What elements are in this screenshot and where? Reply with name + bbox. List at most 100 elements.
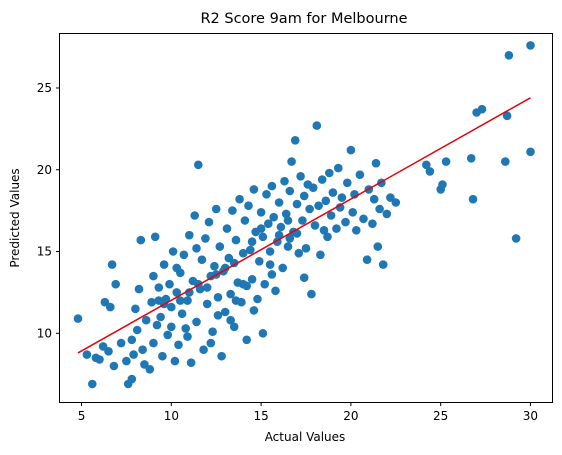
data-point — [281, 209, 291, 219]
data-point — [312, 121, 322, 130]
data-point — [253, 294, 262, 304]
data-point — [244, 201, 253, 210]
data-point — [285, 234, 295, 243]
data-point — [170, 356, 180, 366]
data-point — [287, 157, 296, 166]
y-axis-label: Predicted Values — [8, 168, 22, 267]
data-point — [186, 358, 196, 368]
data-point — [334, 163, 343, 173]
data-point — [167, 322, 176, 332]
data-point — [141, 315, 151, 325]
data-point — [264, 219, 273, 228]
data-point — [106, 302, 115, 312]
plot-frame — [59, 33, 553, 403]
data-point — [199, 345, 208, 355]
data-point — [129, 350, 138, 359]
data-point — [299, 191, 309, 201]
data-point — [254, 257, 264, 266]
data-point — [165, 279, 174, 289]
data-point — [192, 317, 201, 327]
data-point — [422, 160, 431, 170]
data-point — [197, 255, 207, 264]
data-point — [149, 338, 158, 348]
data-point — [468, 194, 478, 204]
data-point — [267, 181, 277, 191]
data-point — [305, 204, 314, 214]
data-point — [262, 190, 271, 199]
data-point — [296, 172, 305, 181]
data-point — [265, 260, 275, 269]
data-point — [375, 204, 384, 214]
data-point — [208, 327, 217, 337]
data-point — [249, 306, 259, 315]
data-point — [217, 351, 226, 361]
data-point — [211, 204, 221, 214]
data-point — [352, 226, 361, 235]
data-point — [425, 167, 435, 176]
data-point — [247, 237, 257, 246]
data-point — [267, 270, 277, 279]
data-point — [373, 242, 383, 251]
data-point — [190, 211, 199, 220]
data-point — [206, 338, 216, 348]
data-point — [131, 304, 140, 314]
data-point — [359, 214, 368, 224]
data-point — [258, 329, 268, 338]
data-point — [228, 206, 237, 215]
data-point — [238, 248, 248, 258]
data-point — [147, 297, 156, 307]
data-point — [185, 288, 194, 297]
y-tick-label: 15 — [37, 245, 52, 259]
data-point — [183, 332, 192, 341]
y-tick-label: 20 — [37, 163, 52, 177]
data-point — [158, 351, 167, 361]
data-point — [181, 324, 190, 333]
data-point — [308, 183, 318, 192]
data-point — [109, 361, 119, 371]
data-point — [290, 136, 300, 145]
y-tick-label: 10 — [37, 326, 52, 340]
data-point — [466, 154, 476, 163]
data-point — [174, 340, 183, 350]
data-point — [246, 245, 255, 255]
data-point — [355, 170, 365, 179]
chart-title: R2 Score 9am for Melbourne — [200, 11, 407, 27]
data-point — [292, 199, 302, 209]
data-point — [213, 311, 223, 320]
data-point — [152, 320, 162, 330]
data-point — [274, 198, 284, 207]
data-point — [328, 188, 338, 197]
data-point — [183, 296, 192, 305]
data-point — [299, 273, 309, 283]
data-point — [256, 224, 266, 233]
data-point — [301, 244, 311, 253]
points-layer — [73, 41, 535, 389]
data-point — [278, 263, 288, 273]
data-point — [274, 230, 284, 240]
data-point — [526, 147, 535, 157]
data-point — [337, 193, 347, 202]
data-point — [526, 41, 535, 50]
data-point — [226, 289, 235, 299]
data-point — [215, 242, 225, 251]
data-point — [172, 263, 181, 273]
data-point — [346, 145, 356, 155]
data-point — [220, 307, 230, 317]
data-point — [204, 217, 214, 227]
x-tick-label: 10 — [164, 409, 179, 423]
data-point — [111, 279, 120, 289]
y-axis: 10 15 20 25 — [37, 81, 60, 340]
data-point — [240, 216, 250, 225]
data-point — [378, 260, 388, 269]
data-point — [285, 186, 295, 196]
data-point — [88, 379, 97, 389]
data-point — [242, 335, 251, 345]
data-point — [82, 350, 92, 359]
data-point — [226, 315, 235, 325]
data-point — [332, 224, 341, 233]
data-point — [172, 288, 181, 297]
data-point — [368, 219, 377, 228]
fit-line-layer — [77, 97, 531, 354]
data-point — [176, 296, 185, 305]
